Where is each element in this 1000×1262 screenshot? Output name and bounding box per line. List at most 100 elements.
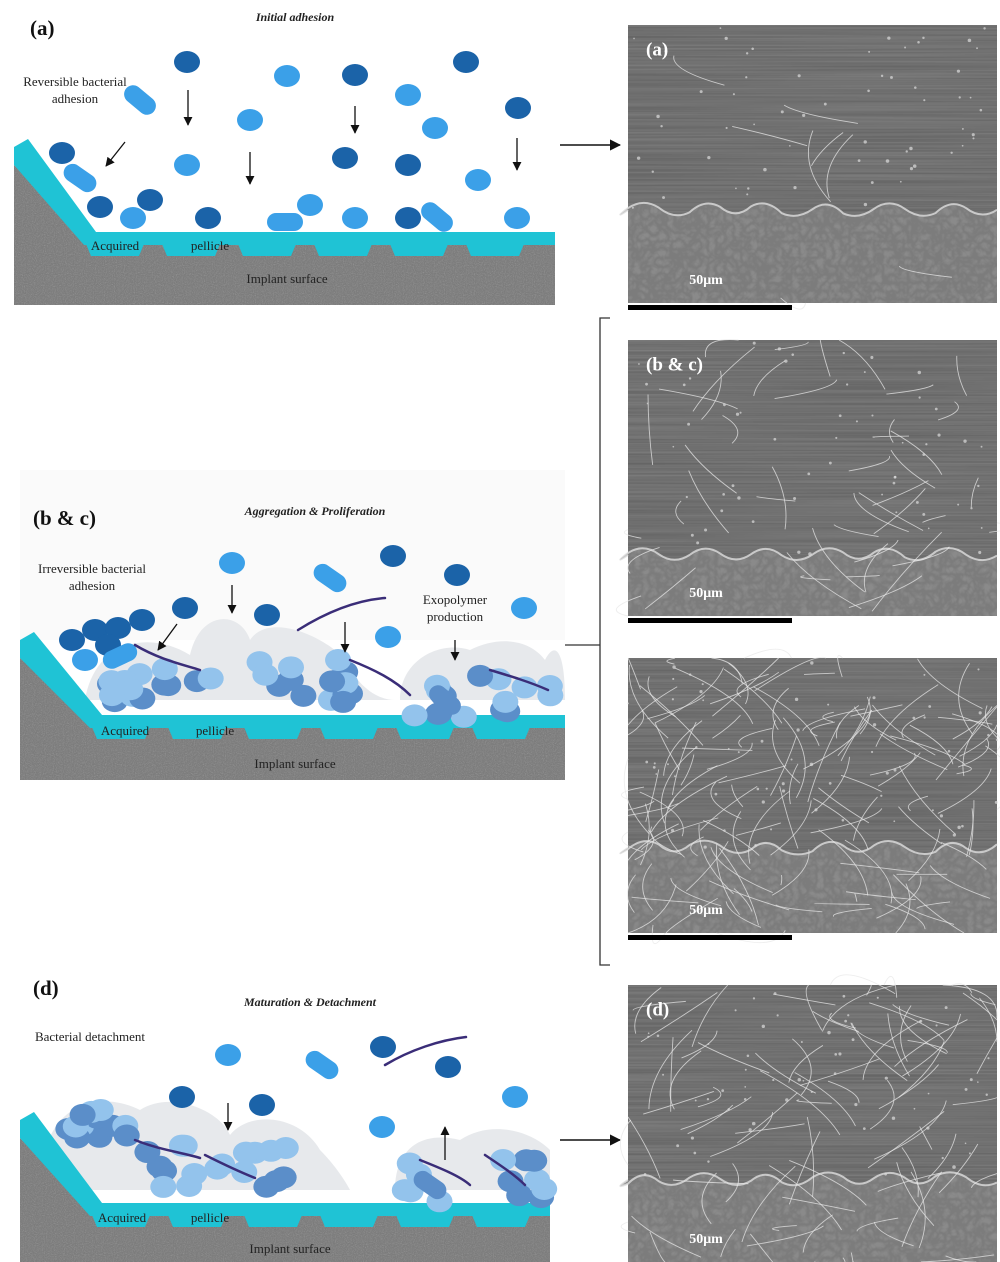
rod-bacterium <box>267 213 303 231</box>
sem-particle <box>970 1078 973 1081</box>
sem-particle <box>796 728 799 731</box>
pellicle-notch <box>396 727 454 739</box>
sem-particle <box>824 103 827 106</box>
ann: pellicle <box>191 1210 229 1225</box>
bacterium <box>237 109 263 131</box>
aggregated-bacterium <box>330 691 356 713</box>
sem-particle <box>894 769 897 772</box>
sem-particle <box>648 1032 650 1034</box>
lbl: (a) <box>30 16 55 40</box>
sem-particle <box>702 699 704 701</box>
sem-particle <box>781 110 784 113</box>
sem-particle <box>918 371 921 374</box>
sem-particle <box>950 152 952 154</box>
sem-particle <box>884 1173 887 1176</box>
sem-particle <box>744 1098 747 1101</box>
ann: Acquired <box>101 723 150 738</box>
pellicle-notch <box>244 727 302 739</box>
sem-particle <box>662 196 665 199</box>
bacterium <box>375 626 401 648</box>
sem-particle <box>987 734 990 737</box>
sem-particle <box>754 844 757 847</box>
bacterium <box>370 1036 396 1058</box>
sem-particle <box>752 520 755 523</box>
sem-particle <box>886 159 890 163</box>
sem-particle <box>856 420 858 422</box>
porous-texture <box>620 203 997 303</box>
aggregated-bacterium <box>198 667 224 689</box>
sem-particle <box>945 1006 948 1009</box>
sem-particle <box>906 150 908 152</box>
bacterium <box>395 84 421 106</box>
sem-particle <box>957 826 960 829</box>
sem-particle <box>745 1069 747 1071</box>
sem-particle <box>935 1024 937 1026</box>
sem-particle <box>957 70 960 73</box>
sem-particle <box>957 504 959 506</box>
pellicle-notch <box>320 1215 378 1227</box>
bacterium <box>502 1086 528 1108</box>
bacterium <box>254 604 280 626</box>
sem-particle <box>890 76 893 79</box>
sem-particle <box>782 789 785 792</box>
sem-particle <box>867 89 870 92</box>
bacterium <box>219 552 245 574</box>
bacterium <box>453 51 479 73</box>
sem-particle <box>652 171 654 173</box>
rod-bacterium <box>302 1047 342 1082</box>
sem-particle <box>893 820 895 822</box>
sem-particle <box>696 541 699 544</box>
aggregated-bacterium <box>231 1161 257 1183</box>
sem-particle <box>983 27 985 29</box>
sem-particle <box>923 674 925 676</box>
bacterium <box>274 65 300 87</box>
sem-particle <box>785 1098 788 1101</box>
porous-texture <box>620 1172 997 1262</box>
sem-particle <box>854 1103 857 1106</box>
sem-particle <box>923 716 925 718</box>
sem-particle <box>919 1020 922 1023</box>
ann: pellicle <box>196 723 234 738</box>
sem-particle <box>877 997 879 999</box>
sem-particle <box>970 97 972 99</box>
sem-scale: 50μm <box>689 273 723 288</box>
sem-particle <box>723 829 726 832</box>
sem-particle <box>683 384 686 387</box>
sem-particle <box>671 829 674 832</box>
sem-particle <box>880 795 882 797</box>
sem-particle <box>689 673 691 675</box>
sem-particle <box>981 527 983 529</box>
sem-particle <box>978 551 981 554</box>
sem-particle <box>770 828 772 830</box>
sem-particle <box>902 442 904 444</box>
sem-particle <box>937 434 940 437</box>
sem-particle <box>797 551 800 554</box>
sem-particle <box>672 678 674 680</box>
sem-particle <box>691 534 694 537</box>
sem-particle <box>791 758 793 760</box>
bacterium <box>444 564 470 586</box>
sem-particle <box>807 472 810 475</box>
ann: Implant surface <box>254 756 335 771</box>
sem-particle <box>757 788 760 791</box>
pellicle-notch <box>314 244 372 256</box>
pellicle-notch <box>320 727 378 739</box>
bacterium <box>195 207 221 229</box>
sem-particle <box>842 819 845 822</box>
sem-particle <box>733 93 735 95</box>
ann: Acquired <box>91 238 140 253</box>
sem-particle <box>707 156 710 159</box>
sem-particle <box>864 140 867 143</box>
sem-particle <box>736 413 739 416</box>
sem-particle <box>873 723 876 726</box>
aggregated-bacterium <box>467 665 493 687</box>
sem-particle <box>737 496 740 499</box>
sem-particle <box>926 1126 929 1129</box>
aggregated-bacterium <box>492 691 518 713</box>
sem-particle <box>892 1117 895 1120</box>
bacterium <box>342 207 368 229</box>
sem-particle <box>881 75 883 77</box>
sem-particle <box>935 408 938 411</box>
bacterium <box>129 609 155 631</box>
sem-particle <box>962 145 964 147</box>
